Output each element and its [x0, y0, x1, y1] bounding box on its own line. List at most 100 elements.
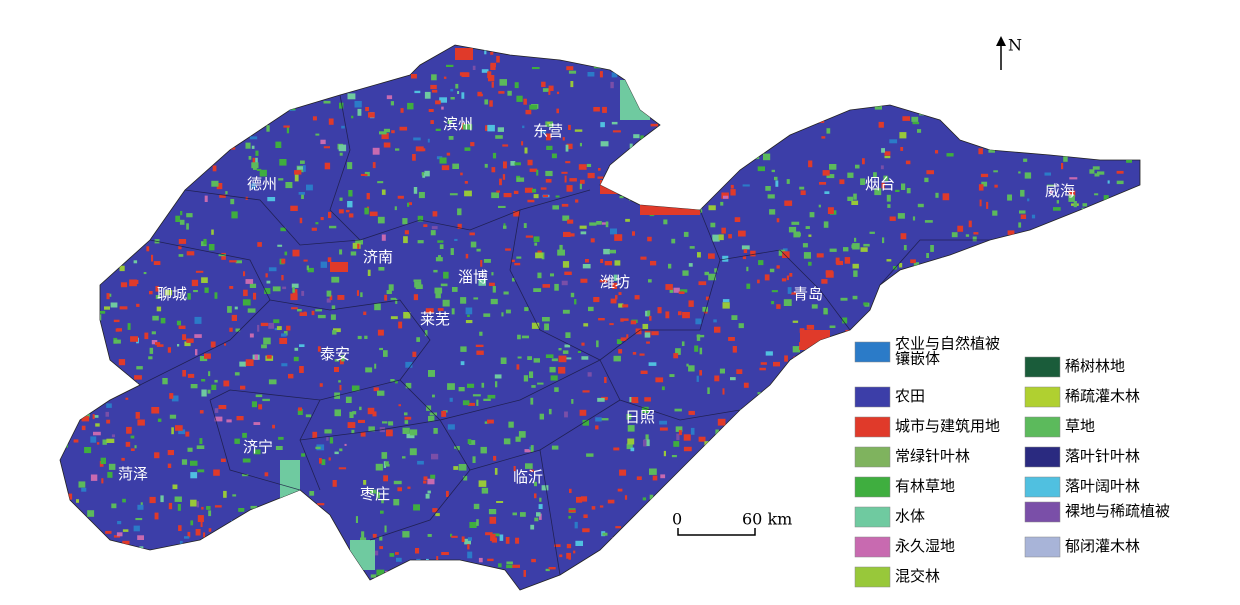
land-patch	[372, 162, 376, 169]
land-patch	[566, 552, 571, 559]
land-patch	[695, 590, 700, 596]
land-patch	[1053, 247, 1058, 253]
land-patch	[829, 325, 836, 328]
land-patch	[177, 504, 181, 511]
land-patch	[417, 460, 424, 465]
land-patch	[351, 385, 360, 392]
land-patch	[197, 515, 204, 522]
land-patch	[722, 546, 725, 553]
land-patch	[898, 302, 902, 307]
land-patch	[268, 267, 277, 272]
land-patch	[628, 583, 635, 590]
land-patch	[545, 170, 553, 177]
land-patch	[978, 184, 984, 191]
land-patch	[997, 291, 1005, 296]
land-patch	[513, 190, 519, 194]
land-patch	[175, 215, 181, 222]
land-patch	[619, 196, 624, 199]
legend-label: 混交林	[895, 567, 940, 585]
land-patch	[730, 189, 736, 196]
land-patch	[167, 463, 172, 468]
land-patch	[962, 279, 970, 286]
land-patch	[995, 313, 1000, 320]
land-patch	[884, 64, 888, 68]
land-patch	[414, 281, 422, 288]
land-patch	[836, 260, 843, 266]
land-patch	[467, 544, 470, 550]
land-patch	[398, 404, 401, 407]
land-patch	[214, 408, 219, 413]
land-patch	[328, 118, 334, 125]
land-patch	[705, 296, 710, 301]
land-patch	[808, 261, 812, 266]
land-patch	[162, 378, 168, 385]
land-patch	[776, 433, 783, 436]
land-patch	[341, 355, 345, 362]
land-patch	[776, 265, 780, 269]
land-patch	[554, 387, 559, 392]
land-patch	[818, 82, 825, 88]
land-patch	[712, 234, 720, 242]
land-patch	[178, 254, 184, 257]
land-patch	[199, 45, 206, 47]
land-patch	[404, 412, 408, 416]
land-patch	[310, 574, 315, 579]
land-patch	[527, 159, 533, 166]
land-patch	[622, 177, 630, 182]
land-patch	[524, 187, 533, 193]
land-patch	[785, 128, 791, 131]
land-patch	[531, 322, 540, 329]
land-patch	[1102, 223, 1111, 231]
land-patch	[240, 125, 244, 130]
land-patch	[418, 148, 426, 152]
land-patch	[447, 424, 455, 430]
land-patch	[393, 499, 400, 506]
land-patch	[523, 593, 531, 598]
land-patch	[640, 533, 648, 538]
land-patch	[793, 356, 797, 363]
land-patch	[74, 265, 79, 271]
legend-label: 有林草地	[895, 477, 955, 495]
land-patch	[610, 298, 617, 304]
land-patch	[153, 261, 161, 265]
land-patch	[892, 290, 899, 294]
land-patch	[546, 133, 551, 141]
land-patch	[702, 199, 706, 203]
land-patch	[338, 380, 341, 383]
land-patch	[56, 47, 59, 52]
land-patch	[439, 157, 447, 164]
land-patch	[611, 72, 618, 78]
city-label: 东营	[533, 122, 563, 140]
land-patch	[1091, 331, 1095, 335]
scale-bar: 0 60 km	[672, 510, 792, 536]
land-patch	[403, 236, 408, 244]
land-patch	[505, 248, 511, 251]
land-patch	[190, 520, 194, 526]
land-patch	[84, 540, 88, 546]
land-patch	[284, 251, 288, 256]
land-patch	[1127, 332, 1131, 338]
land-patch	[222, 533, 229, 536]
land-patch	[199, 438, 203, 444]
land-patch	[1128, 311, 1132, 315]
land-patch	[60, 326, 67, 328]
land-patch	[689, 52, 698, 58]
land-patch	[155, 295, 161, 299]
land-patch	[580, 496, 588, 502]
land-patch	[1075, 85, 1078, 91]
land-patch	[516, 177, 525, 182]
land-patch	[792, 514, 799, 521]
legend-swatch	[854, 536, 891, 558]
land-patch	[77, 45, 83, 47]
land-patch	[100, 115, 104, 119]
land-patch	[83, 366, 91, 372]
land-patch	[673, 353, 679, 359]
land-patch	[1063, 130, 1072, 136]
land-patch	[669, 288, 674, 293]
land-patch	[156, 344, 164, 347]
land-patch	[258, 64, 261, 71]
land-patch	[301, 290, 305, 296]
land-patch	[824, 191, 830, 194]
land-patch	[242, 432, 247, 438]
land-patch	[148, 356, 153, 360]
